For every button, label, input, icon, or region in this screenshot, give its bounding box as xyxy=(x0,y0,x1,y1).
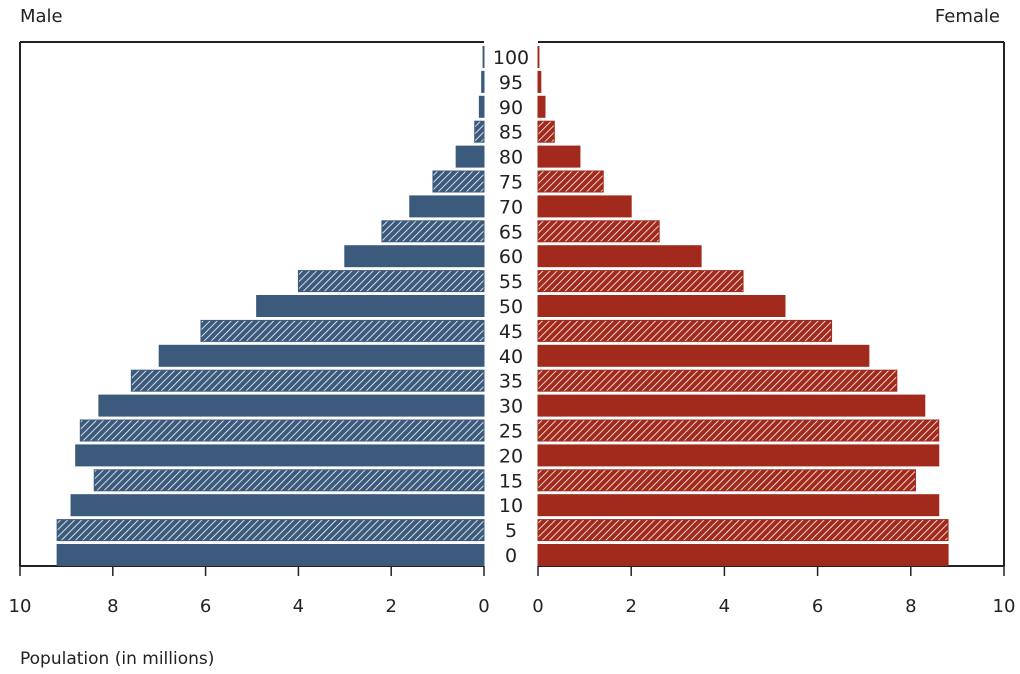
male-bar-35 xyxy=(130,369,485,392)
female-tick-label-0: 0 xyxy=(532,596,543,617)
female-tick-label-10: 10 xyxy=(993,596,1016,617)
male-tick-label-8: 8 xyxy=(107,596,118,617)
male-bar-55 xyxy=(297,270,485,293)
age-label-10: 10 xyxy=(499,495,523,517)
female-x-axis: 10 8 6 4 2 0 xyxy=(532,566,1015,617)
age-label-20: 20 xyxy=(499,445,523,467)
male-bar-65 xyxy=(381,220,485,243)
male-title: Male xyxy=(20,6,63,27)
age-label-80: 80 xyxy=(499,147,523,169)
age-label-85: 85 xyxy=(499,122,523,144)
male-bar-85 xyxy=(474,120,485,143)
female-bar-25 xyxy=(537,419,940,442)
age-label-50: 50 xyxy=(499,296,523,318)
female-bar-75 xyxy=(537,170,604,193)
male-bar-75 xyxy=(432,170,485,193)
male-tick-label-0: 0 xyxy=(478,596,489,617)
male-bar-40 xyxy=(158,344,485,367)
female-bar-100 xyxy=(537,46,540,68)
female-bar-70 xyxy=(537,195,632,218)
age-label-60: 60 xyxy=(499,246,523,268)
male-x-axis: 10 8 6 4 2 0 xyxy=(9,566,490,617)
female-title: Female xyxy=(935,6,1000,27)
female-tick-label-2: 2 xyxy=(625,596,636,617)
age-label-70: 70 xyxy=(499,196,523,218)
age-label-0: 0 xyxy=(505,545,517,567)
female-bar-60 xyxy=(537,245,702,268)
female-bar-40 xyxy=(537,344,870,367)
male-bar-20 xyxy=(75,444,485,467)
male-bar-30 xyxy=(98,394,485,417)
male-bar-5 xyxy=(56,519,485,542)
female-bar-30 xyxy=(537,394,926,417)
male-bar-60 xyxy=(344,245,485,268)
female-bar-90 xyxy=(537,95,546,118)
female-bar-50 xyxy=(537,295,786,317)
male-bar-25 xyxy=(79,419,485,442)
male-tick-label-6: 6 xyxy=(200,596,211,617)
male-bar-90 xyxy=(478,95,485,118)
female-bar-35 xyxy=(537,369,898,392)
female-tick-label-8: 8 xyxy=(905,596,916,617)
x-axis-label: Population (in millions) xyxy=(20,649,214,669)
female-bar-10 xyxy=(537,494,940,517)
male-bar-45 xyxy=(200,319,485,342)
age-label-95: 95 xyxy=(499,72,523,94)
female-bar-45 xyxy=(537,319,833,342)
age-label-100: 100 xyxy=(493,47,529,69)
age-label-40: 40 xyxy=(499,346,523,368)
female-bar-65 xyxy=(537,220,660,243)
male-bar-15 xyxy=(93,469,485,492)
female-bar-80 xyxy=(537,145,581,168)
female-tick-label-4: 4 xyxy=(719,596,730,617)
male-bar-80 xyxy=(455,145,485,168)
male-bar-95 xyxy=(481,70,485,93)
age-label-65: 65 xyxy=(499,221,523,243)
age-label-35: 35 xyxy=(499,371,523,393)
male-bar-10 xyxy=(70,494,485,517)
male-bar-70 xyxy=(409,195,485,218)
female-bar-85 xyxy=(537,120,555,143)
male-bar-100 xyxy=(482,46,485,68)
female-bar-55 xyxy=(537,270,744,293)
male-bar-0 xyxy=(56,544,485,566)
age-label-30: 30 xyxy=(499,396,523,418)
female-tick-label-6: 6 xyxy=(812,596,823,617)
male-tick-label-2: 2 xyxy=(385,596,396,617)
age-label-45: 45 xyxy=(499,321,523,343)
female-bar-15 xyxy=(537,469,916,492)
female-bar-95 xyxy=(537,70,542,93)
male-tick-label-4: 4 xyxy=(293,596,304,617)
age-label-15: 15 xyxy=(499,470,523,492)
age-label-75: 75 xyxy=(499,172,523,194)
age-label-55: 55 xyxy=(499,271,523,293)
male-tick-label-10: 10 xyxy=(9,596,32,617)
age-label-25: 25 xyxy=(499,421,523,443)
male-bar-50 xyxy=(256,295,485,317)
female-bar-5 xyxy=(537,519,949,542)
male-bars xyxy=(56,46,485,566)
female-bar-0 xyxy=(537,544,949,566)
age-label-90: 90 xyxy=(499,97,523,119)
age-label-5: 5 xyxy=(505,520,517,542)
female-bar-20 xyxy=(537,444,940,467)
female-bars xyxy=(537,46,949,566)
